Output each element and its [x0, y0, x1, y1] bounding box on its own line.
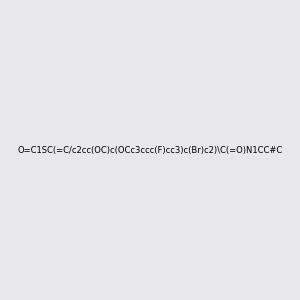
Text: O=C1SC(=C/c2cc(OC)c(OCc3ccc(F)cc3)c(Br)c2)\C(=O)N1CC#C: O=C1SC(=C/c2cc(OC)c(OCc3ccc(F)cc3)c(Br)c…	[17, 146, 283, 154]
